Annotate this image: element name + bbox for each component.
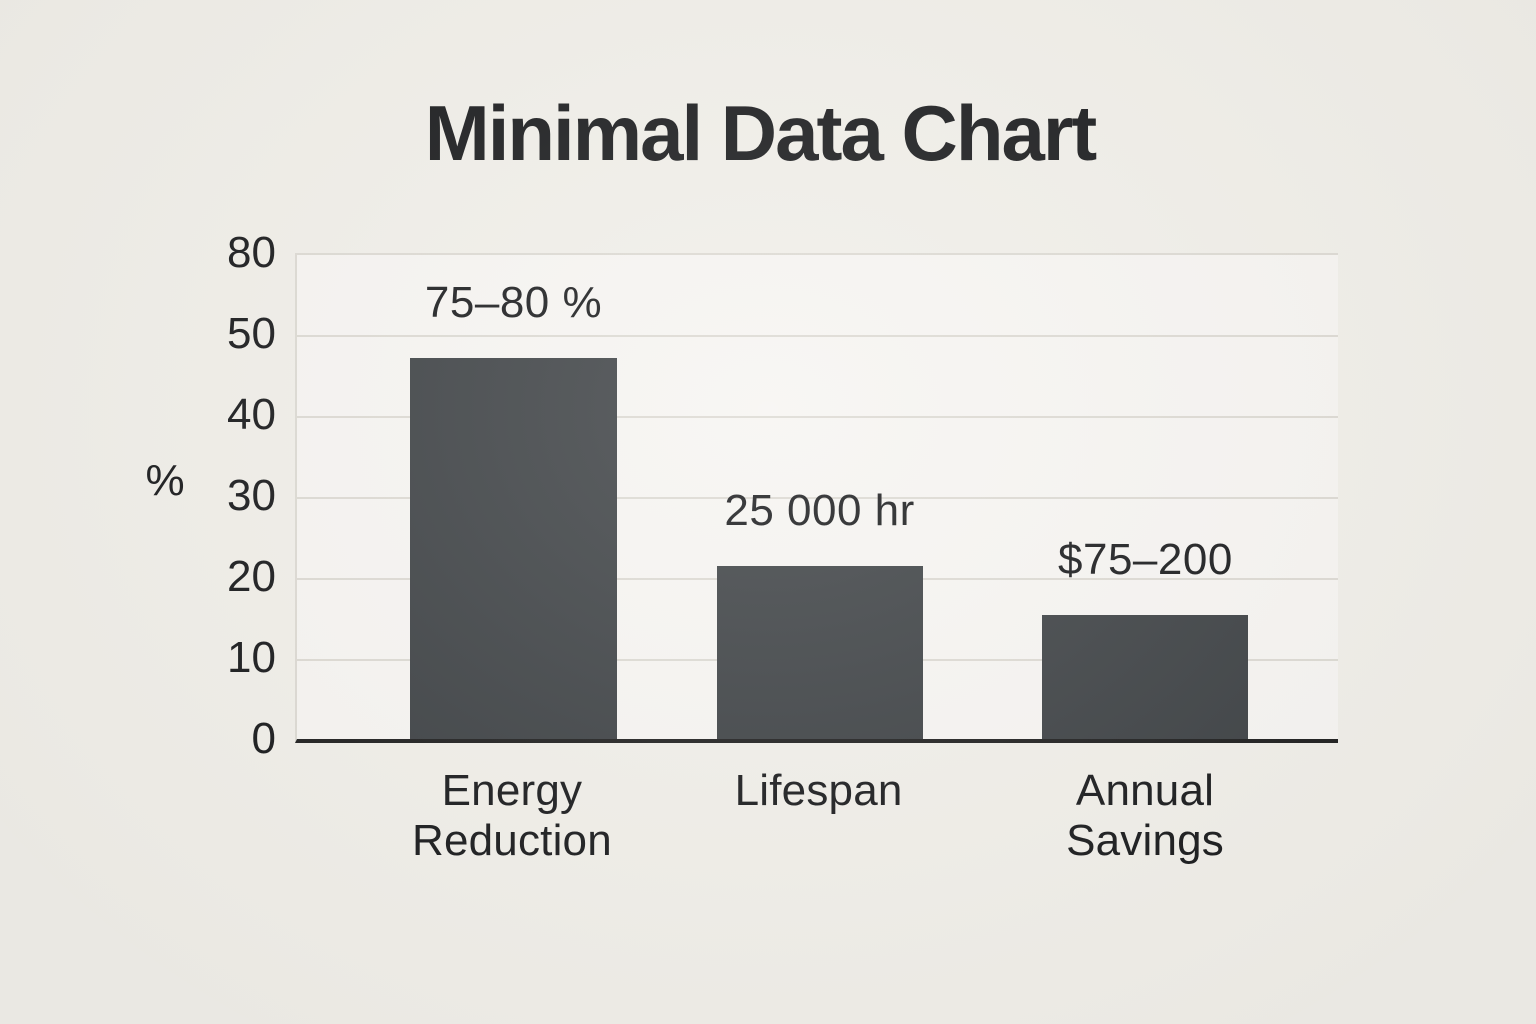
category-label-line: Energy bbox=[441, 766, 583, 815]
category-label-line: Reduction bbox=[411, 816, 612, 865]
gridline-40 bbox=[297, 416, 1338, 418]
bar-value-label-3: $75–200 bbox=[1058, 535, 1233, 585]
category-label-lifespan: Lifespan bbox=[735, 766, 903, 816]
y-tick-label-20: 20 bbox=[227, 552, 276, 601]
y-tick-label-40: 40 bbox=[227, 390, 276, 439]
bar-lifespan bbox=[716, 565, 923, 739]
y-tick-label-50: 50 bbox=[227, 309, 276, 358]
plot-area: 75–80 % 25 000 hr $75–200 bbox=[295, 253, 1338, 743]
gridline-30 bbox=[297, 497, 1338, 499]
chart-title: Minimal Data Chart bbox=[424, 89, 1097, 177]
category-label-line: Lifespan bbox=[734, 766, 903, 815]
category-label-line: Annual bbox=[1075, 766, 1215, 815]
category-label-energy-reduction: Energy Reduction bbox=[412, 766, 612, 866]
category-label-annual-savings: Annual Savings bbox=[1066, 766, 1224, 866]
y-tick-label-0: 0 bbox=[251, 714, 276, 763]
bar-value-label-1: 75–80 % bbox=[424, 278, 603, 328]
bar-energy-reduction bbox=[410, 358, 617, 739]
y-tick-label-10: 10 bbox=[227, 633, 276, 682]
bar-annual-savings bbox=[1042, 615, 1249, 739]
bar-value-label-2: 25 000 hr bbox=[724, 485, 915, 535]
y-tick-label-30: 30 bbox=[227, 471, 276, 520]
y-axis-unit-label: % bbox=[145, 456, 185, 505]
category-label-line: Savings bbox=[1066, 816, 1224, 865]
gridline-50 bbox=[297, 335, 1338, 337]
y-tick-label-80: 80 bbox=[227, 228, 276, 277]
